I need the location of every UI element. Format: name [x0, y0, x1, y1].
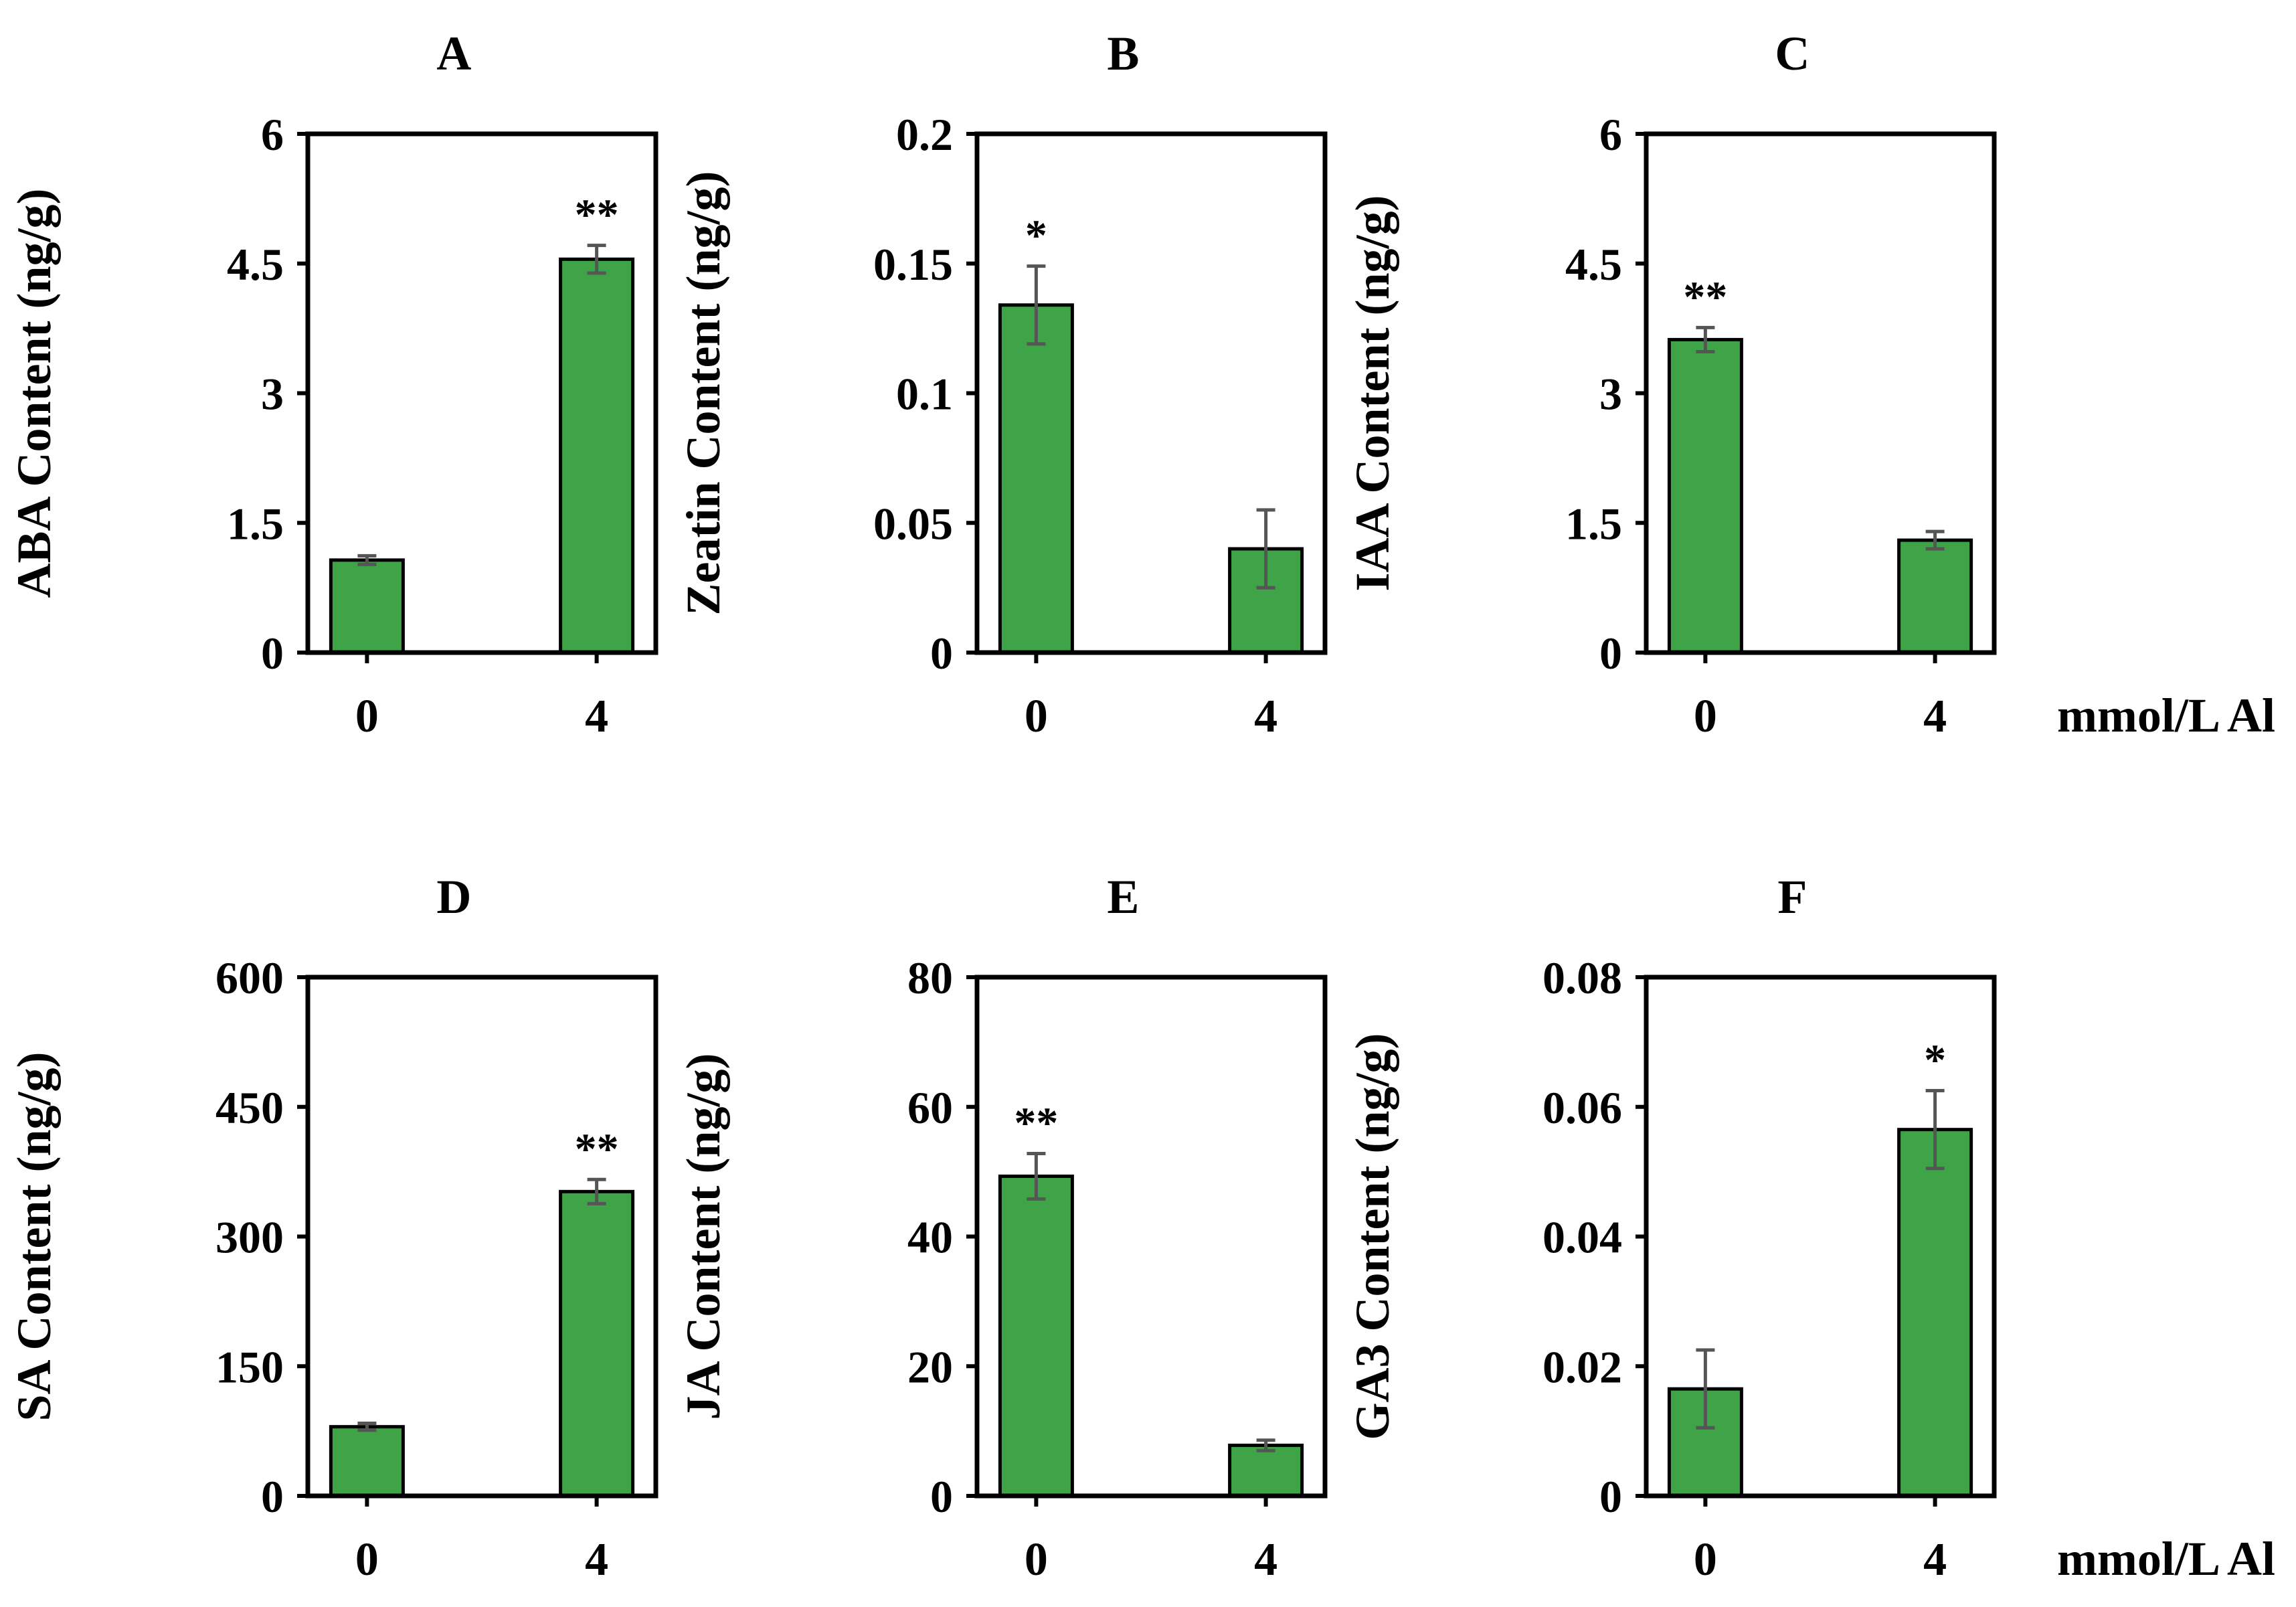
panel-d-ytick-label: 450 — [215, 1082, 284, 1133]
panel-d-ytick-label: 300 — [215, 1212, 284, 1263]
panel-f-xtick-label: 0 — [1694, 1534, 1717, 1586]
panel-c-ytick-label: 3 — [1599, 369, 1622, 420]
panel-a-bar-0 — [329, 558, 405, 655]
panel-c-ytick-label: 0 — [1599, 628, 1622, 679]
panel-a-ytick-label: 4.5 — [227, 239, 284, 290]
panel-b-ytick-label: 0.1 — [896, 369, 953, 420]
panel-d-title: D — [436, 870, 471, 924]
panel-c-xlabel: mmol/L Al — [2057, 689, 2275, 742]
panel-d-xtick-label: 0 — [355, 1534, 379, 1586]
panel-d-ytick-label: 600 — [215, 952, 284, 1003]
panel-b-significance-0: * — [1025, 212, 1047, 260]
panel-e-bar-4 — [1228, 1443, 1304, 1498]
panel-e-xtick-label: 0 — [1025, 1534, 1048, 1586]
panel-b-ytick-label: 0.2 — [896, 109, 953, 160]
panel-d-significance-4: ** — [575, 1124, 619, 1173]
panel-a-xtick-label: 0 — [355, 691, 379, 742]
panel-d-ylabel: SA Content (ng/g) — [7, 1051, 61, 1421]
panel-f-xtick-label: 4 — [1923, 1534, 1947, 1586]
panel-a-significance-4: ** — [575, 191, 619, 240]
panel-c-ytick-label: 1.5 — [1565, 498, 1622, 549]
panel-d-bar-4 — [559, 1189, 635, 1498]
panel-f-bar-4 — [1897, 1128, 1973, 1498]
panel-d-ytick-label: 0 — [261, 1471, 284, 1522]
panel-d-xtick-label: 4 — [585, 1534, 608, 1586]
panel-b-xtick-label: 4 — [1254, 691, 1277, 742]
panel-e-ylabel: JA Content (ng/g) — [677, 1053, 730, 1420]
panel-f-title: F — [1777, 870, 1807, 924]
panel-a-ytick-label: 3 — [261, 369, 284, 420]
panel-c-ytick-label: 4.5 — [1565, 239, 1622, 290]
panel-b-bar-0 — [998, 303, 1074, 655]
panel-a-xtick-label: 4 — [585, 691, 608, 742]
panel-e-ytick-label: 60 — [907, 1082, 953, 1133]
panel-e-ytick-label: 40 — [907, 1212, 953, 1263]
panel-a-title: A — [436, 27, 471, 80]
panel-c-significance-0: ** — [1683, 272, 1727, 321]
panel-c-ylabel: IAA Content (ng/g) — [1346, 195, 1399, 591]
panel-f-ytick-label: 0 — [1599, 1471, 1622, 1522]
panel-b-ytick-label: 0.05 — [873, 498, 953, 549]
panel-e-title: E — [1107, 870, 1139, 924]
panel-f-ytick-label: 0.04 — [1542, 1212, 1622, 1263]
panel-b-ytick-label: 0.15 — [873, 239, 953, 290]
panel-c-xtick-label: 0 — [1694, 691, 1717, 742]
panel-f-ylabel: GA3 Content (ng/g) — [1346, 1033, 1399, 1440]
panel-c-ytick-label: 6 — [1599, 109, 1622, 160]
panel-e-ytick-label: 0 — [930, 1471, 953, 1522]
panel-b-xtick-label: 0 — [1025, 691, 1048, 742]
panel-e-ytick-label: 80 — [907, 952, 953, 1003]
panel-a-ylabel: ABA Content (ng/g) — [7, 188, 61, 598]
panel-c-xtick-label: 4 — [1923, 691, 1947, 742]
panel-f-ytick-label: 0.06 — [1542, 1082, 1622, 1133]
panel-e-xtick-label: 4 — [1254, 1534, 1277, 1586]
panel-f-xlabel: mmol/L Al — [2057, 1532, 2275, 1586]
panel-f-significance-4: * — [1924, 1036, 1946, 1085]
panel-d-ytick-label: 150 — [215, 1341, 284, 1392]
panel-c-bar-0 — [1667, 337, 1743, 655]
panel-b-title: B — [1107, 27, 1139, 80]
panel-e-significance-0: ** — [1014, 1099, 1058, 1148]
panel-f-ytick-label: 0.08 — [1542, 952, 1622, 1003]
panel-e-ytick-label: 20 — [907, 1341, 953, 1392]
panel-f-ytick-label: 0.02 — [1542, 1341, 1622, 1392]
panel-a-ytick-label: 6 — [261, 109, 284, 160]
panel-b-ylabel: Zeatin Content (ng/g) — [677, 171, 730, 616]
panel-a-bar-4 — [559, 257, 635, 655]
panel-b-ytick-label: 0 — [930, 628, 953, 679]
panel-a-ytick-label: 0 — [261, 628, 284, 679]
panel-c-bar-4 — [1897, 538, 1973, 655]
panel-a-ytick-label: 1.5 — [227, 498, 284, 549]
panel-c-title: C — [1775, 27, 1809, 80]
panel-d-bar-0 — [329, 1425, 405, 1498]
panel-e-bar-0 — [998, 1174, 1074, 1498]
